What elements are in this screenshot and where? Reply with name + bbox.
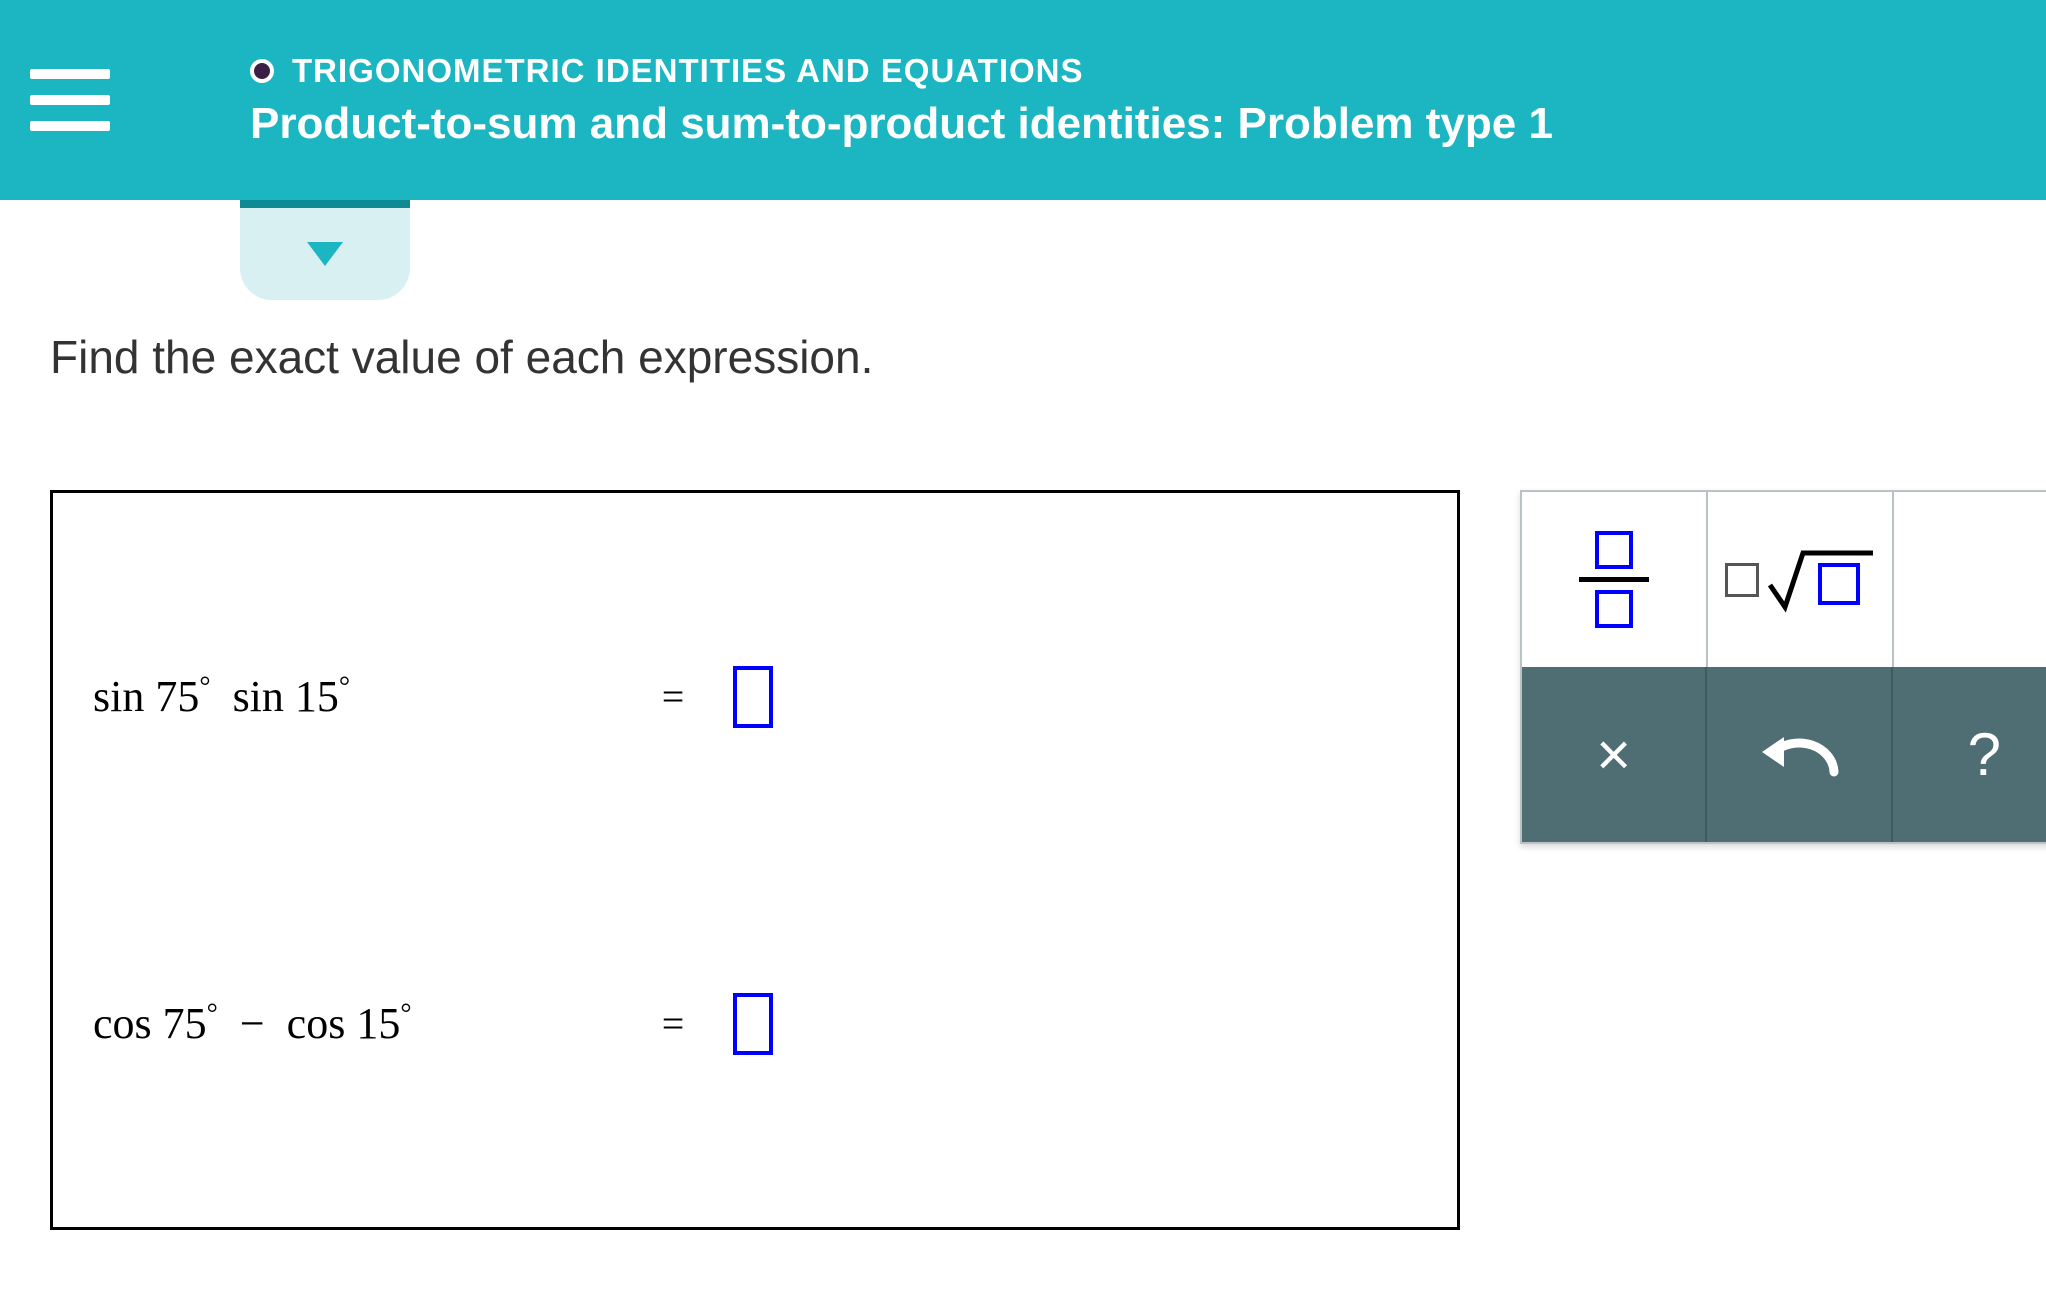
chevron-down-icon (307, 242, 343, 266)
nth-root-tool[interactable] (1708, 492, 1894, 667)
expression-row: cos 75° − cos 15° = (93, 860, 1417, 1187)
equals-sign: = (613, 673, 733, 720)
topic-dropdown-tab[interactable] (240, 200, 410, 300)
header-category: TRIGONOMETRIC IDENTITIES AND EQUATIONS (292, 52, 1084, 90)
answer-input[interactable] (733, 993, 773, 1055)
clear-button[interactable]: × (1522, 667, 1707, 842)
root-icon (1725, 545, 1875, 615)
menu-icon[interactable] (30, 50, 130, 150)
header-category-row: TRIGONOMETRIC IDENTITIES AND EQUATIONS (250, 52, 1553, 90)
expression-row: sin 75° sin 15° = (93, 533, 1417, 860)
blank-tool[interactable] (1894, 492, 2046, 667)
fraction-icon (1579, 531, 1649, 628)
answer-input[interactable] (733, 666, 773, 728)
help-button[interactable]: ? (1893, 667, 2046, 842)
undo-button[interactable] (1707, 667, 1892, 842)
header-text-block: TRIGONOMETRIC IDENTITIES AND EQUATIONS P… (250, 52, 1553, 148)
palette-bottom-row: × ? (1522, 667, 2046, 842)
equals-sign: = (613, 1000, 733, 1047)
problem-box: sin 75° sin 15° = cos 75° − cos 15° = (50, 490, 1460, 1230)
app-header: TRIGONOMETRIC IDENTITIES AND EQUATIONS P… (0, 0, 2046, 200)
palette-top-row (1522, 492, 2046, 667)
instruction-text: Find the exact value of each expression. (50, 330, 873, 384)
expression-text: sin 75° sin 15° (93, 671, 613, 722)
math-tool-palette: × ? (1520, 490, 2046, 844)
close-icon: × (1596, 720, 1631, 789)
undo-icon (1754, 727, 1844, 782)
header-title: Product-to-sum and sum-to-product identi… (250, 100, 1553, 148)
help-icon: ? (1968, 720, 2001, 789)
category-dot-icon (250, 59, 274, 83)
fraction-tool[interactable] (1522, 492, 1708, 667)
expression-text: cos 75° − cos 15° (93, 998, 613, 1049)
